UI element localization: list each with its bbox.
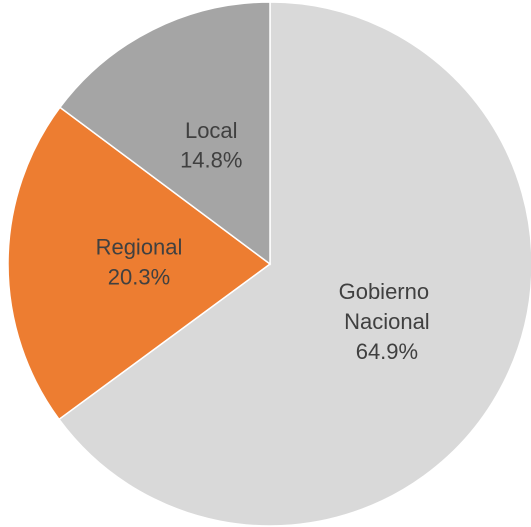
- pie-slice: [58, 1, 271, 266]
- label-line: Gobierno: [339, 279, 436, 304]
- pie-slice: [7, 106, 272, 421]
- value-label: 64.9%: [356, 339, 418, 364]
- pie-slice: [57, 1, 531, 527]
- category-label: Local: [185, 118, 238, 143]
- category-label: Regional: [96, 234, 183, 259]
- value-label: 14.8%: [180, 148, 242, 173]
- label-line: Local: [185, 118, 238, 143]
- value-label: 20.3%: [108, 264, 170, 289]
- label-line: Regional: [96, 234, 183, 259]
- category-label: Gobierno Nacional: [339, 279, 436, 334]
- label-line: Nacional: [344, 309, 430, 334]
